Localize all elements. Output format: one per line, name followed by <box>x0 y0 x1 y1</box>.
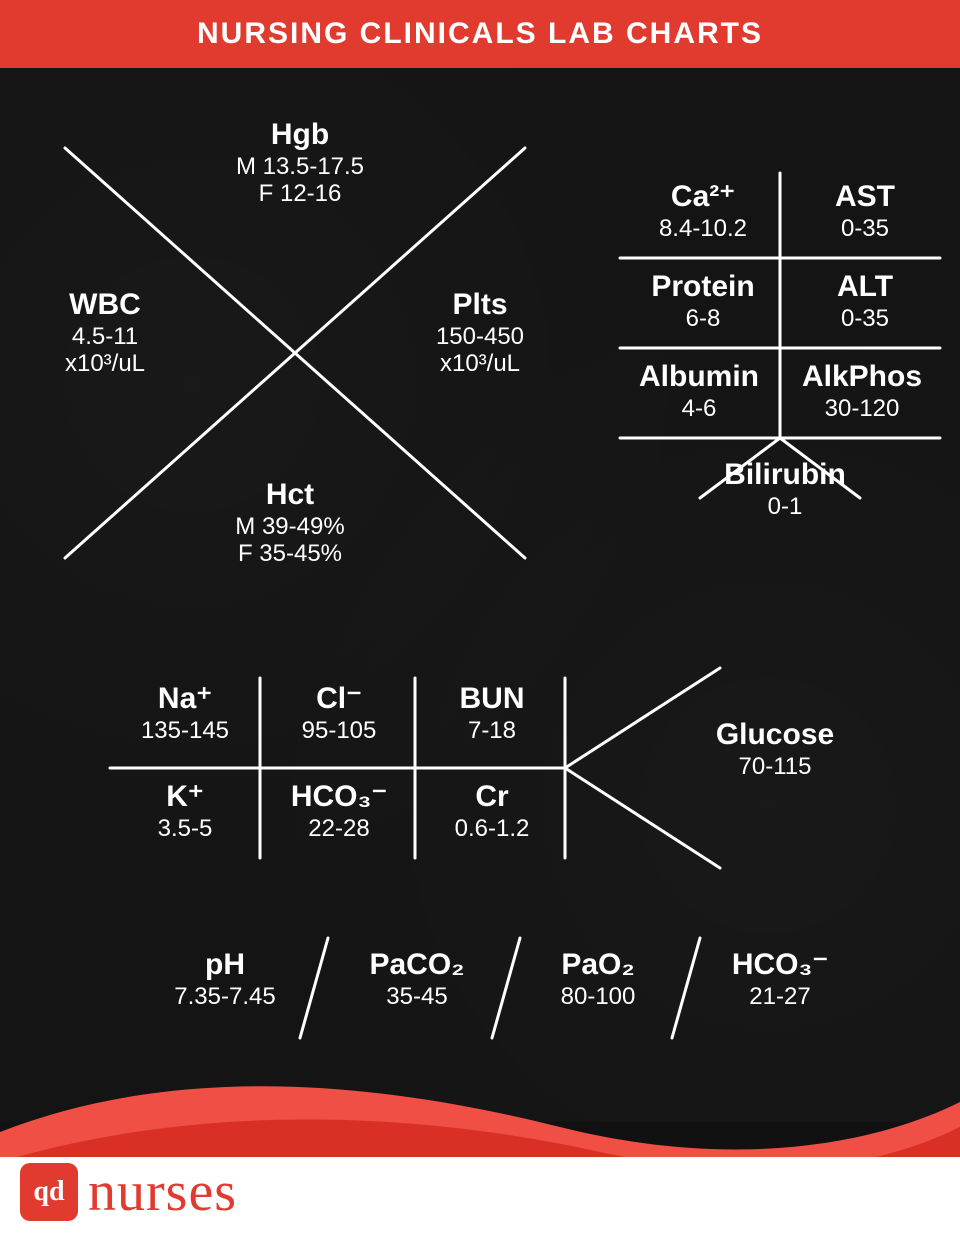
value-female: F 12-16 <box>210 180 390 208</box>
value: 7.35-7.45 <box>140 983 310 1011</box>
label: Bilirubin <box>700 458 870 493</box>
abg-cell: PaCO₂35-45 <box>332 948 502 1010</box>
liver-cell: Ca²⁺8.4-10.2 <box>628 180 778 242</box>
value: 0.6-1.2 <box>422 815 562 843</box>
label: AlkPhos <box>782 360 942 395</box>
label: AST <box>790 180 940 215</box>
cbc-wbc: WBC 4.5-11 x10³/uL <box>30 288 180 378</box>
label: BUN <box>422 682 562 717</box>
value-female: F 35-45% <box>200 540 380 568</box>
cbc-plts: Plts 150-450 x10³/uL <box>400 288 560 378</box>
bmp-cell: K⁺3.5-5 <box>112 780 258 842</box>
label: Protein <box>628 270 778 305</box>
value: 4.5-11 <box>30 323 180 351</box>
label: Hgb <box>210 118 390 153</box>
logo-badge-icon: qd <box>20 1163 78 1221</box>
bmp-cell: HCO₃⁻22-28 <box>266 780 412 842</box>
value: 3.5-5 <box>112 815 258 843</box>
abg-cell: pH7.35-7.45 <box>140 948 310 1010</box>
abg-cell: PaO₂80-100 <box>518 948 678 1010</box>
value-male: M 13.5-17.5 <box>210 153 390 181</box>
label: K⁺ <box>112 780 258 815</box>
unit: x10³/uL <box>30 350 180 378</box>
label: PaCO₂ <box>332 948 502 983</box>
label: Plts <box>400 288 560 323</box>
value: 0-35 <box>790 215 940 243</box>
value: 0-35 <box>790 305 940 333</box>
liver-cell: AST0-35 <box>790 180 940 242</box>
liver-cell: Albumin4-6 <box>620 360 778 422</box>
value: 21-27 <box>700 983 860 1011</box>
liver-cell: Protein6-8 <box>628 270 778 332</box>
label: WBC <box>30 288 180 323</box>
bmp-cell: Cl⁻95-105 <box>266 682 412 744</box>
value: 80-100 <box>518 983 678 1011</box>
bmp-cell: Cr0.6-1.2 <box>422 780 562 842</box>
value: 30-120 <box>782 395 942 423</box>
liver-cell: Bilirubin0-1 <box>700 458 870 520</box>
bmp-cell: Na⁺135-145 <box>112 682 258 744</box>
abg-cell: HCO₃⁻21-27 <box>700 948 860 1010</box>
bmp-cell: Glucose70-115 <box>690 718 860 780</box>
page-title: NURSING CLINICALS LAB CHARTS <box>197 17 763 51</box>
label: HCO₃⁻ <box>266 780 412 815</box>
value: 4-6 <box>620 395 778 423</box>
value: 22-28 <box>266 815 412 843</box>
label: Ca²⁺ <box>628 180 778 215</box>
value: 8.4-10.2 <box>628 215 778 243</box>
liver-cell: ALT0-35 <box>790 270 940 332</box>
value: 35-45 <box>332 983 502 1011</box>
cbc-hct: Hct M 39-49% F 35-45% <box>200 478 380 568</box>
header-banner: NURSING CLINICALS LAB CHARTS <box>0 0 960 68</box>
logo-text: nurses <box>88 1160 237 1224</box>
bmp-cell: BUN7-18 <box>422 682 562 744</box>
label: pH <box>140 948 310 983</box>
footer: qd nurses <box>0 1072 960 1242</box>
unit: x10³/uL <box>400 350 560 378</box>
label: Na⁺ <box>112 682 258 717</box>
value: 70-115 <box>690 753 860 781</box>
label: Albumin <box>620 360 778 395</box>
value: 7-18 <box>422 717 562 745</box>
label: Cr <box>422 780 562 815</box>
value-male: M 39-49% <box>200 513 380 541</box>
value: 0-1 <box>700 493 870 521</box>
liver-cell: AlkPhos30-120 <box>782 360 942 422</box>
logo: qd nurses <box>20 1160 237 1224</box>
value: 150-450 <box>400 323 560 351</box>
cbc-hgb: Hgb M 13.5-17.5 F 12-16 <box>210 118 390 208</box>
value: 95-105 <box>266 717 412 745</box>
label: Cl⁻ <box>266 682 412 717</box>
blackboard: Hgb M 13.5-17.5 F 12-16 WBC 4.5-11 x10³/… <box>0 68 960 1122</box>
label: ALT <box>790 270 940 305</box>
value: 135-145 <box>112 717 258 745</box>
label: Hct <box>200 478 380 513</box>
value: 6-8 <box>628 305 778 333</box>
label: Glucose <box>690 718 860 753</box>
label: HCO₃⁻ <box>700 948 860 983</box>
label: PaO₂ <box>518 948 678 983</box>
